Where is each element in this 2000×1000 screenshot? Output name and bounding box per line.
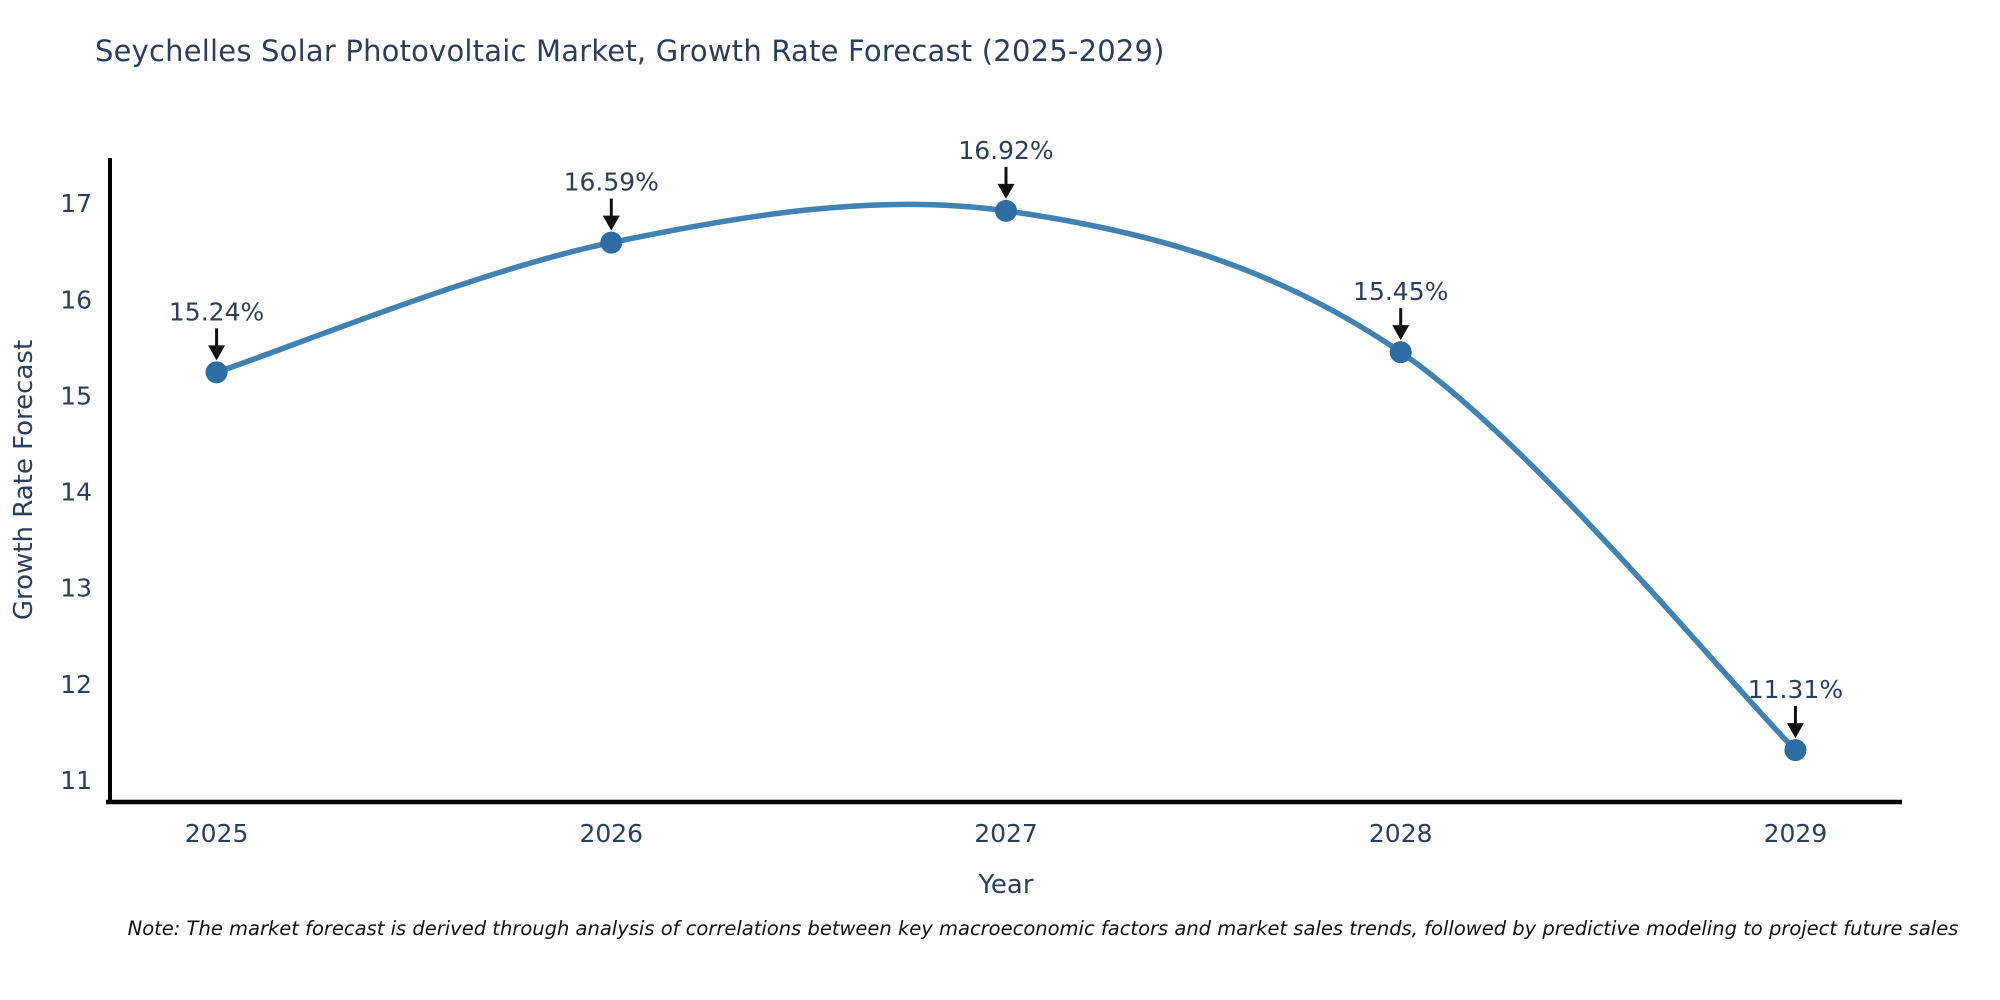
annotation-arrowhead (997, 183, 1015, 199)
annotation-arrowhead (1392, 325, 1410, 341)
y-tick-label: 15 (60, 381, 92, 410)
x-tick-label: 2029 (1764, 819, 1828, 848)
trend-line (213, 201, 1799, 753)
data-point-marker (1784, 739, 1807, 762)
y-tick-label: 17 (60, 189, 92, 218)
chart-title: Seychelles Solar Photovoltaic Market, Gr… (95, 34, 1165, 68)
footnote: Note: The market forecast is derived thr… (127, 917, 1959, 940)
data-point-label: 11.31% (1748, 675, 1843, 704)
y-tick-label: 12 (60, 670, 92, 699)
x-tick-label: 2026 (579, 819, 643, 848)
data-point-marker (600, 231, 623, 254)
x-tick-label: 2028 (1369, 819, 1433, 848)
annotation-arrowhead (208, 345, 226, 361)
y-tick-label: 11 (60, 766, 92, 795)
y-tick-label: 16 (60, 285, 92, 314)
data-point-label: 15.24% (169, 297, 264, 326)
data-point-marker (205, 361, 228, 384)
data-point-label: 16.59% (564, 168, 659, 197)
annotation-arrowhead (602, 215, 620, 231)
x-tick-label: 2025 (185, 819, 249, 848)
data-point-marker (995, 199, 1017, 222)
data-point-marker (1389, 341, 1412, 364)
data-point-label: 15.45% (1353, 277, 1448, 306)
x-axis-title: Year (977, 870, 1033, 900)
y-tick-label: 14 (60, 478, 92, 507)
x-tick-label: 2027 (974, 819, 1038, 848)
data-point-label: 16.92% (958, 136, 1053, 165)
y-tick-label: 13 (60, 574, 92, 603)
y-axis-title: Growth Rate Forecast (9, 340, 39, 620)
annotation-arrowhead (1786, 723, 1804, 739)
